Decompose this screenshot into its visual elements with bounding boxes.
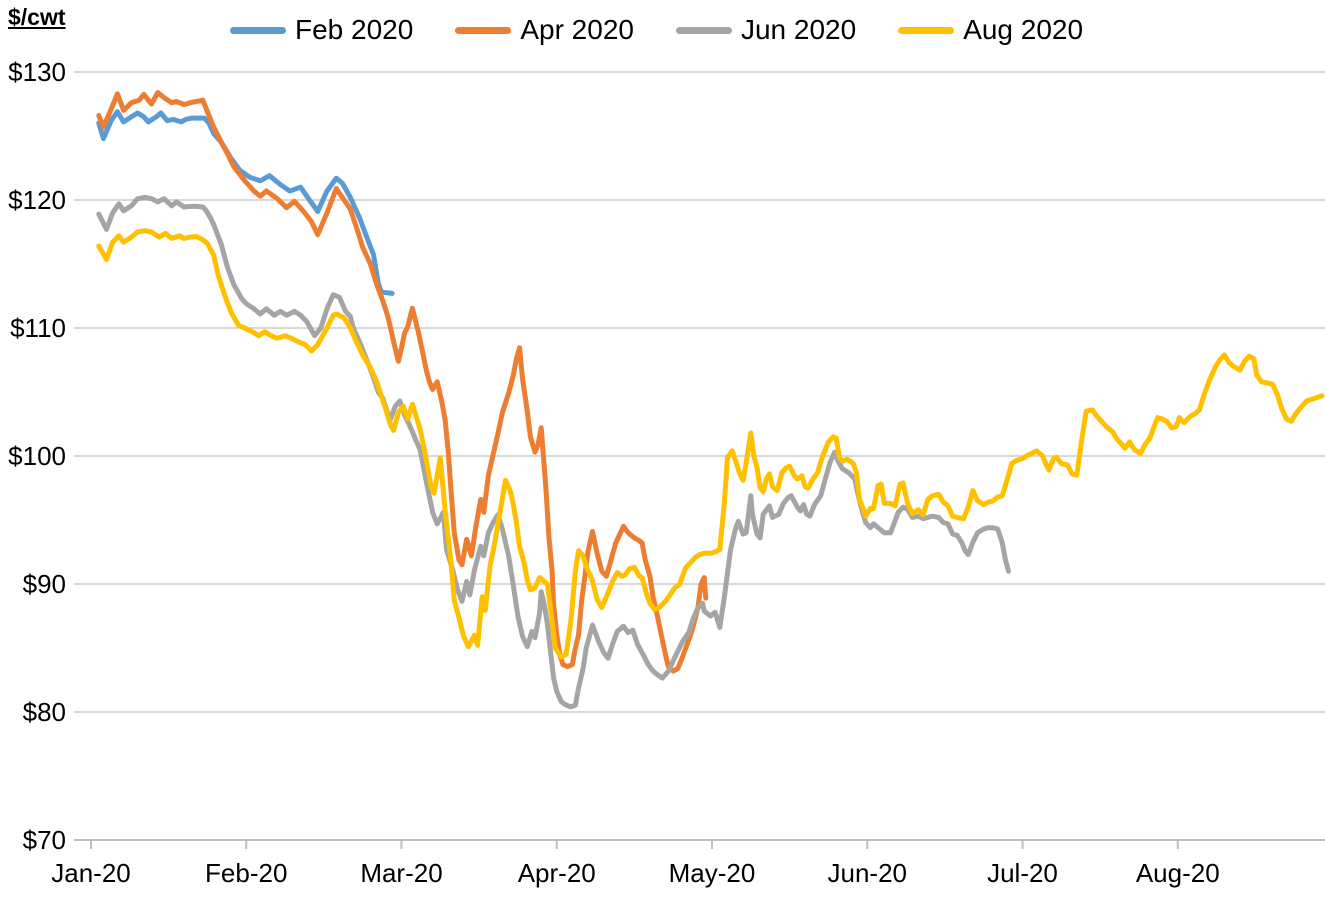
y-tick-label: $100: [8, 441, 66, 471]
x-tick-label: Aug-20: [1136, 858, 1220, 888]
legend-item-feb-2020: Feb 2020: [230, 16, 413, 44]
y-tick-label: $130: [8, 57, 66, 87]
x-tick-label: Jul-20: [987, 858, 1058, 888]
series-line-apr-2020: [96, 90, 709, 674]
legend-line-swatch: [898, 26, 955, 34]
legend-item-aug-2020: Aug 2020: [898, 16, 1083, 44]
legend-line-swatch: [675, 26, 732, 34]
y-axis-title: $/cwt: [8, 4, 66, 30]
legend-item-apr-2020: Apr 2020: [455, 16, 634, 44]
legend-label: Apr 2020: [520, 14, 634, 45]
y-tick-label: $70: [23, 825, 66, 855]
x-tick-label: Jan-20: [51, 858, 131, 888]
legend-label: Feb 2020: [295, 14, 414, 45]
legend-label: Jun 2020: [740, 14, 857, 45]
x-tick-label: Mar-20: [360, 858, 442, 888]
y-tick-label: $120: [8, 185, 66, 215]
x-tick-label: Feb-20: [205, 858, 287, 888]
legend-line-swatch: [455, 26, 512, 34]
x-tick-label: May-20: [669, 858, 756, 888]
y-tick-label: $90: [23, 569, 66, 599]
legend: Feb 2020 Apr 2020 Jun 2020 Aug 2020: [230, 16, 1083, 44]
x-tick-label: Jun-20: [828, 858, 908, 888]
legend-line-swatch: [230, 26, 286, 34]
series-line-aug-2020: [96, 228, 1325, 660]
legend-item-jun-2020: Jun 2020: [675, 14, 857, 45]
x-tick-label: Apr-20: [518, 858, 596, 888]
y-tick-label: $80: [23, 697, 66, 727]
legend-label: Aug 2020: [963, 14, 1084, 45]
y-tick-label: $110: [10, 313, 66, 343]
